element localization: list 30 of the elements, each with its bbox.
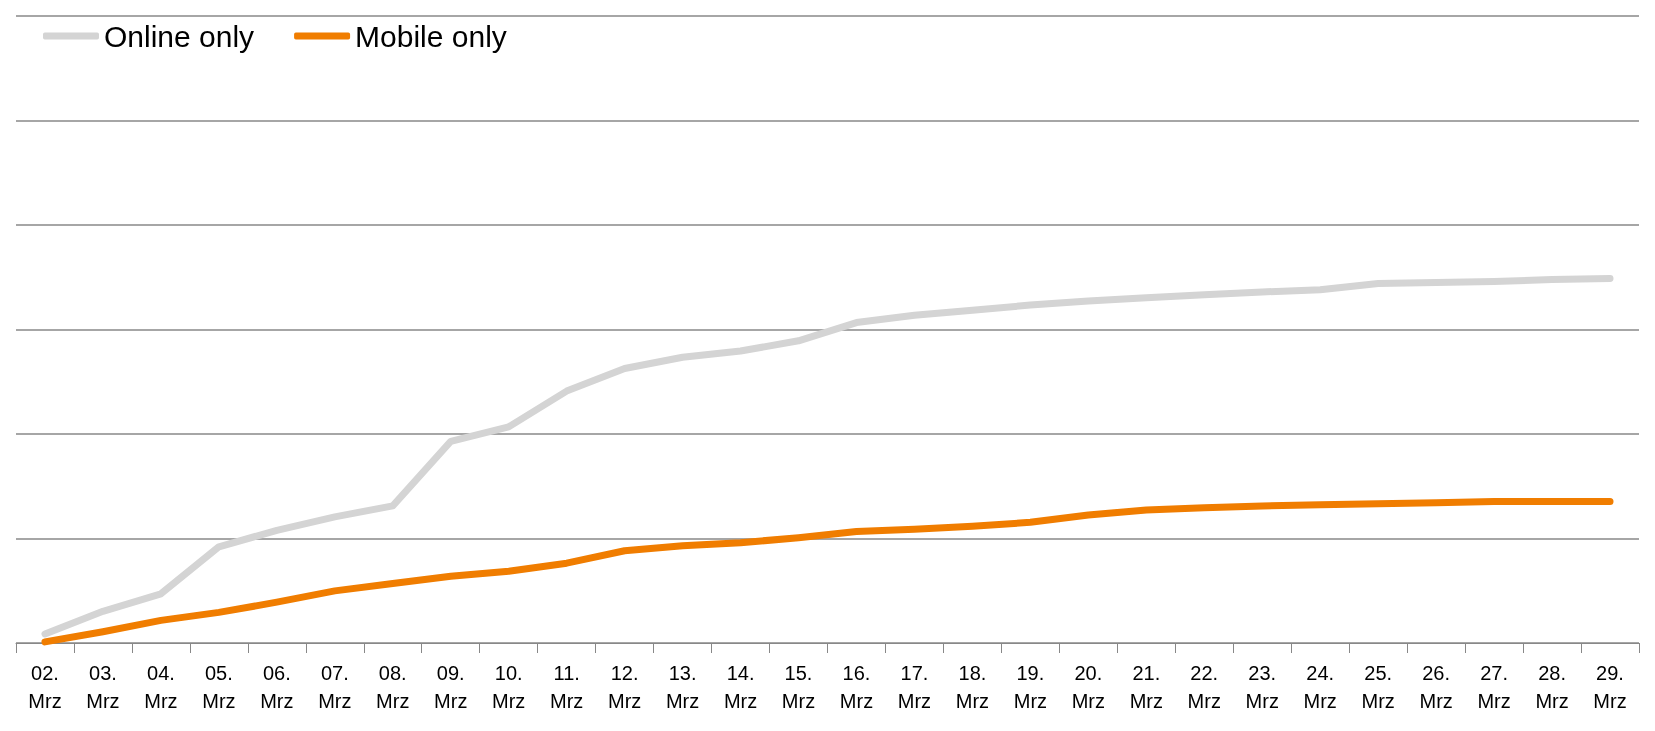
x-tick-label: 25. Mrz	[1361, 662, 1395, 712]
x-tick-label: 14. Mrz	[723, 662, 758, 712]
x-tick-label: 20. Mrz	[1071, 662, 1105, 712]
x-tick-label: 17. Mrz	[897, 662, 932, 712]
legend-label: Mobile only	[355, 19, 507, 53]
x-tick-label: 23. Mrz	[1245, 662, 1279, 712]
x-tick-label: 08. Mrz	[376, 662, 410, 712]
x-tick-label: 02. Mrz	[28, 662, 62, 712]
x-tick-label: 04. Mrz	[144, 662, 178, 712]
x-tick-label: 07. Mrz	[318, 662, 352, 712]
x-tick-label: 29. Mrz	[1593, 662, 1627, 712]
x-tick-label: 16. Mrz	[839, 662, 874, 712]
x-tick-label: 22. Mrz	[1187, 662, 1221, 712]
x-tick-label: 12. Mrz	[607, 662, 642, 712]
x-tick-label: 19. Mrz	[1013, 662, 1048, 712]
legend-label: Online only	[104, 19, 255, 53]
x-tick-label: 11. Mrz	[550, 662, 584, 712]
x-tick-label: 24. Mrz	[1303, 662, 1337, 712]
x-tick-label: 28. Mrz	[1535, 662, 1569, 712]
x-tick-label: 27. Mrz	[1477, 662, 1511, 712]
x-tick-label: 10. Mrz	[492, 662, 526, 712]
x-tick-label: 05. Mrz	[202, 662, 236, 712]
x-tick-label: 15. Mrz	[781, 662, 816, 712]
x-tick-label: 06. Mrz	[260, 662, 294, 712]
x-tick-label: 03. Mrz	[86, 662, 120, 712]
x-tick-label: 18. Mrz	[955, 662, 990, 712]
x-tick-label: 13. Mrz	[665, 662, 700, 712]
x-tick-label: 26. Mrz	[1419, 662, 1453, 712]
x-tick-label: 21. Mrz	[1129, 662, 1163, 712]
x-tick-label: 09. Mrz	[434, 662, 468, 712]
